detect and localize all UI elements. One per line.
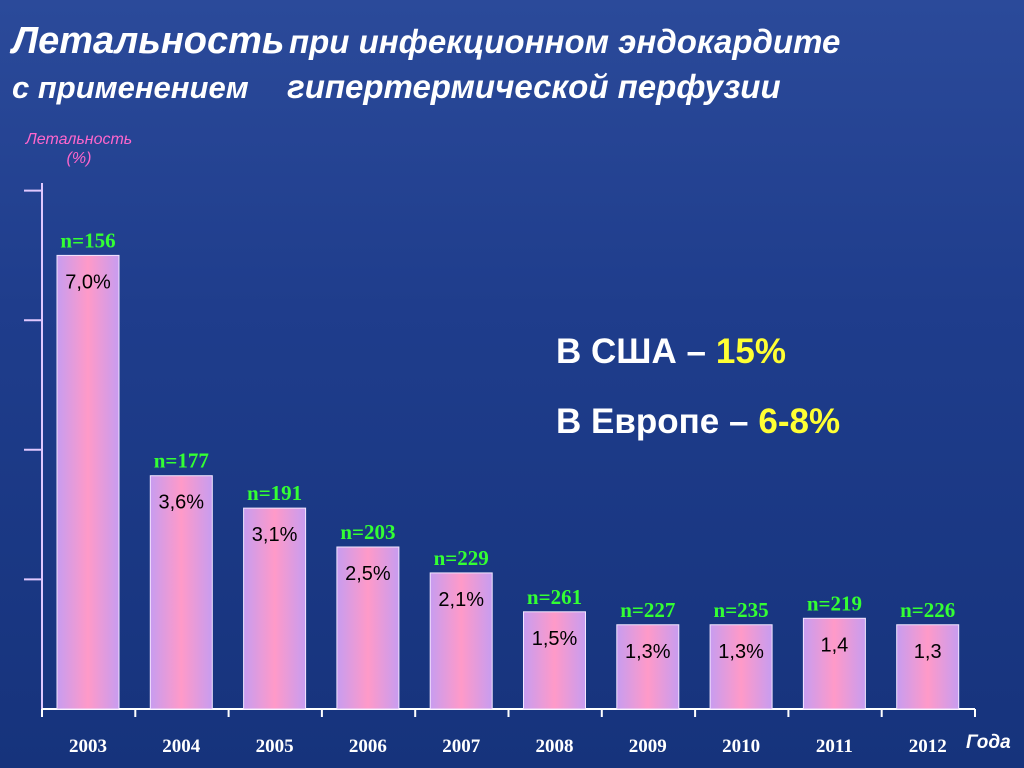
y-axis-label-line: Летальность xyxy=(25,131,133,148)
info-europe-value: 6-8% xyxy=(758,402,841,441)
bar xyxy=(616,624,680,710)
bar-n-label: n=203 xyxy=(340,520,395,544)
bar-value-label: 7,0% xyxy=(65,271,111,293)
x-tick-label: 2009 xyxy=(629,736,667,757)
title-main: Летальность xyxy=(12,20,285,62)
y-axis-label-line: (%) xyxy=(66,150,92,167)
bar xyxy=(243,507,307,710)
info-usa-value: 15% xyxy=(715,332,786,371)
bar-value-label: 1,5% xyxy=(532,628,578,650)
x-tick-label: 2007 xyxy=(442,736,481,757)
bar xyxy=(429,572,493,710)
title-rest: при инфекционном эндокардите xyxy=(288,23,841,60)
bar-value-label: 2,5% xyxy=(345,563,391,585)
bar-n-label: n=226 xyxy=(900,598,955,622)
title-line-2: с применением гипертермической перфузии xyxy=(12,68,781,106)
chart-bars xyxy=(56,254,960,710)
title-line2-a: с применением xyxy=(12,70,249,105)
bar-n-label: n=177 xyxy=(154,449,209,473)
info-usa: В США –15% xyxy=(556,332,786,372)
x-tick-label: 2005 xyxy=(256,736,294,757)
bar-value-label: 1,3% xyxy=(718,641,764,663)
bar-n-label: n=219 xyxy=(807,591,862,615)
bar-n-label: n=229 xyxy=(434,546,489,570)
bar-value-label: 1,3% xyxy=(625,641,671,663)
bar-value-label: 3,6% xyxy=(159,492,205,514)
x-tick-label: 2004 xyxy=(162,736,201,757)
bar xyxy=(336,546,400,710)
x-tick-label: 2011 xyxy=(816,736,853,757)
title-line-1: Летальность при инфекционном эндокардите xyxy=(12,20,840,63)
info-europe-label: В Европе – xyxy=(556,402,749,441)
bar xyxy=(149,475,213,710)
title-line2-b: гипертермической перфузии xyxy=(287,68,781,105)
bar-n-label: n=235 xyxy=(714,598,769,622)
info-usa-label: В США – xyxy=(556,332,706,371)
bar xyxy=(523,611,586,710)
bar xyxy=(709,624,773,710)
x-axis-label: Года xyxy=(966,732,1011,753)
bar xyxy=(896,624,960,710)
x-tick-label: 2006 xyxy=(349,736,387,757)
y-axis-label: Летальность (%) xyxy=(4,130,154,168)
chart-labels: 7,0% n=156 2003 3,6% n=177 2004 3,1% n=191 2005 2… xyxy=(60,228,955,757)
bar-value-label: 1,3 xyxy=(914,641,942,663)
x-tick-label: 2003 xyxy=(69,736,107,757)
bar-value-label: 2,1% xyxy=(438,589,484,611)
x-tick-label: 2008 xyxy=(536,736,574,757)
bar xyxy=(56,254,120,710)
bar-n-label: n=156 xyxy=(60,228,115,252)
bar-n-label: n=191 xyxy=(247,481,302,505)
info-europe: В Европе –6-8% xyxy=(556,402,840,442)
bar-value-label: 3,1% xyxy=(252,524,298,546)
bar-n-label: n=227 xyxy=(620,598,675,622)
x-tick-label: 2012 xyxy=(909,736,947,757)
bar-value-label: 1,4 xyxy=(820,634,848,656)
x-tick-label: 2010 xyxy=(722,736,760,757)
bar-n-label: n=261 xyxy=(527,585,582,609)
bar xyxy=(802,617,866,710)
